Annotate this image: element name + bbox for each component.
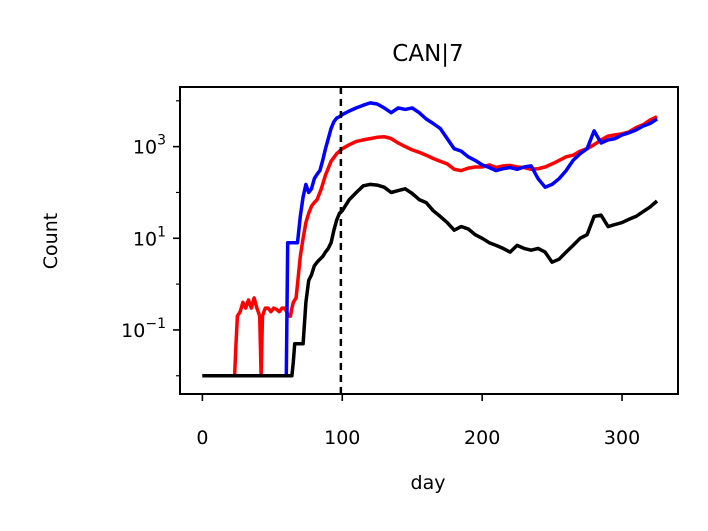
x-tick-label: 200 [464, 427, 500, 449]
plot-frame [179, 86, 679, 395]
series-line-1 [202, 115, 658, 378]
y-tick-label: 101 [133, 224, 166, 250]
y-tick-label: 10−1 [121, 316, 166, 342]
y-tick-label: 103 [133, 133, 166, 159]
x-tick-label: 0 [196, 427, 208, 449]
x-axis-label: day [411, 472, 446, 494]
series-line-2 [202, 101, 658, 378]
x-tick-label: 300 [604, 427, 640, 449]
plot-area [179, 86, 679, 395]
x-axis: 0 100 200 300 [196, 394, 640, 449]
chart-title: CAN|7 [392, 41, 463, 67]
y-axis: 10−1 101 103 [121, 100, 180, 377]
x-tick-label: 100 [324, 427, 360, 449]
series-line-3 [202, 182, 659, 378]
y-axis-label: Count [40, 213, 62, 269]
